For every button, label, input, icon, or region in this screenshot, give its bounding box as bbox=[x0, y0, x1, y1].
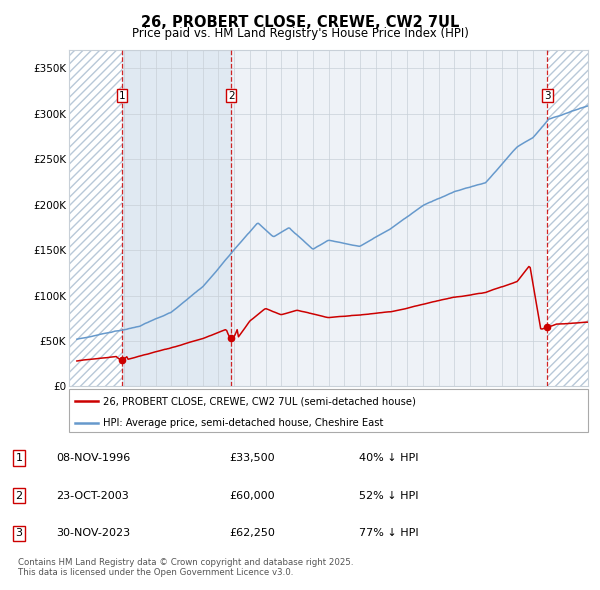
Text: 3: 3 bbox=[544, 90, 551, 100]
Text: 26, PROBERT CLOSE, CREWE, CW2 7UL: 26, PROBERT CLOSE, CREWE, CW2 7UL bbox=[141, 15, 459, 30]
Text: HPI: Average price, semi-detached house, Cheshire East: HPI: Average price, semi-detached house,… bbox=[103, 418, 383, 428]
Text: 2: 2 bbox=[16, 491, 22, 500]
Text: 08-NOV-1996: 08-NOV-1996 bbox=[56, 453, 130, 463]
Text: 30-NOV-2023: 30-NOV-2023 bbox=[56, 529, 130, 538]
Text: 26, PROBERT CLOSE, CREWE, CW2 7UL (semi-detached house): 26, PROBERT CLOSE, CREWE, CW2 7UL (semi-… bbox=[103, 396, 416, 407]
Text: 52% ↓ HPI: 52% ↓ HPI bbox=[359, 491, 418, 500]
Bar bbox=[547, 50, 588, 386]
Text: 40% ↓ HPI: 40% ↓ HPI bbox=[359, 453, 418, 463]
Text: £60,000: £60,000 bbox=[229, 491, 275, 500]
Text: 1: 1 bbox=[16, 453, 22, 463]
Bar bbox=[69, 50, 122, 386]
Text: Price paid vs. HM Land Registry's House Price Index (HPI): Price paid vs. HM Land Registry's House … bbox=[131, 27, 469, 40]
Text: Contains HM Land Registry data © Crown copyright and database right 2025.
This d: Contains HM Land Registry data © Crown c… bbox=[18, 558, 353, 577]
Text: 1: 1 bbox=[119, 90, 125, 100]
Bar bbox=[69, 50, 122, 386]
Bar bbox=[547, 50, 588, 386]
Text: £33,500: £33,500 bbox=[229, 453, 275, 463]
Text: 23-OCT-2003: 23-OCT-2003 bbox=[56, 491, 129, 500]
Text: 2: 2 bbox=[228, 90, 235, 100]
Text: 77% ↓ HPI: 77% ↓ HPI bbox=[359, 529, 418, 538]
Text: 3: 3 bbox=[16, 529, 22, 538]
Text: £62,250: £62,250 bbox=[229, 529, 275, 538]
Bar bbox=[122, 50, 231, 386]
FancyBboxPatch shape bbox=[69, 389, 588, 432]
